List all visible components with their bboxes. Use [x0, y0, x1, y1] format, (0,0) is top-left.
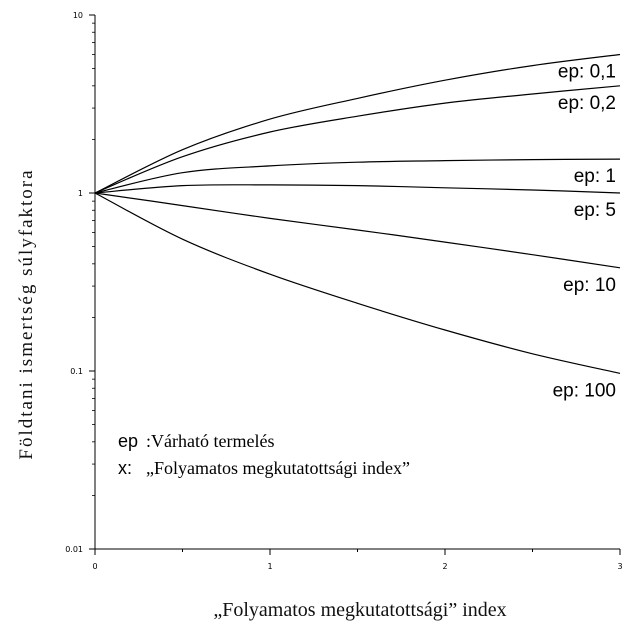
series-label: ep: 5	[574, 200, 616, 221]
y-tick-label: 10	[73, 11, 83, 20]
series-line	[94, 85, 621, 194]
series-label: ep: 1	[574, 166, 616, 187]
series-line	[94, 184, 621, 194]
x-tick-label: 1	[267, 562, 272, 571]
series-line	[94, 192, 621, 269]
series-lines	[94, 53, 621, 374]
series-label: ep: 100	[553, 380, 616, 401]
legend-x-key: x:	[118, 458, 132, 478]
series-line	[94, 158, 621, 194]
series-line	[94, 192, 621, 374]
series-label: ep: 0,2	[558, 93, 616, 114]
series-label: ep: 10	[563, 275, 616, 296]
x-axis-title: „Folyamatos megkutatottsági” index	[213, 599, 506, 621]
legend-ep-desc: :Várható termelés	[146, 431, 274, 451]
y-tick-label: 0.1	[70, 367, 83, 376]
series-labels: ep: 0,1 ep: 0,2 ep: 1 ep: 5 ep: 10 ep: 100	[553, 61, 616, 401]
series-line	[94, 53, 621, 194]
x-tick-label: 2	[442, 562, 447, 571]
legend-note: ep :Várható termelés x: „Folyamatos megk…	[118, 431, 410, 478]
series-label: ep: 0,1	[558, 61, 616, 82]
ticks: 10 1 0.1 0.01 0 1 2 3	[65, 11, 622, 571]
y-tick-label: 1	[78, 189, 83, 198]
legend-ep-key: ep	[118, 431, 138, 451]
x-tick-label: 0	[92, 562, 97, 571]
y-axis-title: Földtani ismertség súlyfaktora	[16, 168, 37, 459]
y-tick-label: 0.01	[65, 545, 83, 554]
legend-x-desc: „Folyamatos megkutatottsági index”	[146, 458, 410, 478]
x-tick-label: 3	[617, 562, 622, 571]
